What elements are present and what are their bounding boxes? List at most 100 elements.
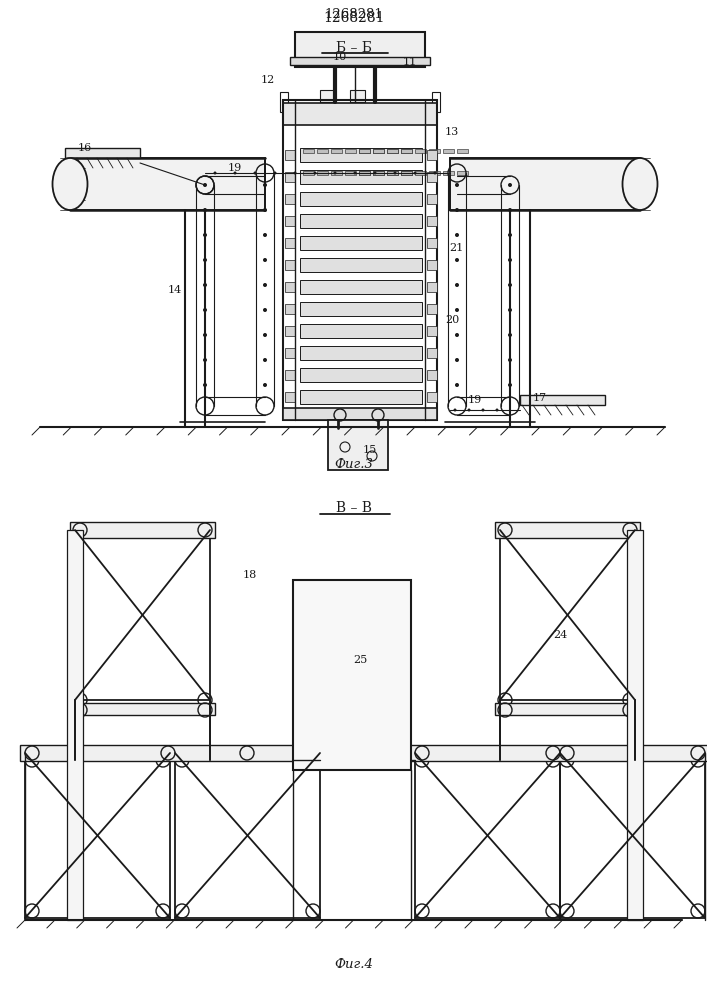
Bar xyxy=(359,149,370,153)
Text: 19: 19 xyxy=(228,163,242,173)
Circle shape xyxy=(467,408,470,412)
Bar xyxy=(283,103,437,125)
Text: 1268281: 1268281 xyxy=(323,11,385,25)
Circle shape xyxy=(508,258,512,262)
Bar xyxy=(285,304,295,314)
Bar xyxy=(373,171,384,175)
Bar xyxy=(20,745,325,761)
Bar xyxy=(25,753,170,918)
Bar xyxy=(303,149,314,153)
Circle shape xyxy=(263,283,267,287)
Bar xyxy=(429,171,440,175)
Circle shape xyxy=(263,258,267,262)
Bar xyxy=(283,408,437,420)
Ellipse shape xyxy=(622,158,658,210)
Bar xyxy=(401,149,412,153)
Bar xyxy=(427,348,437,358)
Bar xyxy=(495,522,640,538)
Circle shape xyxy=(433,172,436,174)
Bar xyxy=(300,258,422,272)
Circle shape xyxy=(263,358,267,362)
Text: 13: 13 xyxy=(445,127,459,137)
Bar xyxy=(427,150,437,160)
Circle shape xyxy=(254,172,257,174)
Bar xyxy=(300,324,422,338)
Bar xyxy=(457,149,468,153)
Bar xyxy=(495,703,640,715)
Text: Б – Б: Б – Б xyxy=(336,41,372,55)
Text: Фиг.4: Фиг.4 xyxy=(334,958,373,972)
Bar xyxy=(317,171,328,175)
Circle shape xyxy=(455,258,459,262)
Bar xyxy=(293,580,411,770)
Text: 12: 12 xyxy=(261,75,275,85)
Bar xyxy=(285,370,295,380)
Circle shape xyxy=(203,383,207,387)
Bar xyxy=(70,703,215,715)
Bar xyxy=(317,149,328,153)
Bar xyxy=(70,522,215,538)
Bar xyxy=(300,368,422,382)
Text: 14: 14 xyxy=(168,285,182,295)
Text: Фиг.3: Фиг.3 xyxy=(334,458,373,472)
Bar xyxy=(520,395,605,405)
Bar xyxy=(331,171,342,175)
Bar xyxy=(359,149,370,153)
Bar xyxy=(67,530,83,920)
Bar xyxy=(331,149,342,153)
Bar xyxy=(328,420,388,470)
Circle shape xyxy=(455,283,459,287)
Bar xyxy=(285,216,295,226)
Text: 21: 21 xyxy=(449,243,463,253)
Bar xyxy=(300,148,422,162)
Text: 17: 17 xyxy=(533,393,547,403)
Text: 20: 20 xyxy=(445,315,459,325)
Bar xyxy=(290,57,430,65)
Circle shape xyxy=(203,183,207,187)
Bar xyxy=(427,304,437,314)
Bar xyxy=(429,149,440,153)
Text: 11: 11 xyxy=(403,57,417,67)
Bar xyxy=(387,149,398,153)
Bar xyxy=(300,280,422,294)
Circle shape xyxy=(455,183,459,187)
Circle shape xyxy=(508,208,512,212)
Bar xyxy=(387,171,398,175)
Text: 10: 10 xyxy=(333,52,347,62)
Bar xyxy=(427,282,437,292)
Bar xyxy=(373,149,384,153)
Circle shape xyxy=(455,333,459,337)
Text: 19: 19 xyxy=(468,395,482,405)
Bar xyxy=(427,260,437,270)
Circle shape xyxy=(508,358,512,362)
Text: 24: 24 xyxy=(553,630,567,640)
Circle shape xyxy=(455,208,459,212)
Circle shape xyxy=(455,358,459,362)
Circle shape xyxy=(394,172,397,174)
Text: 18: 18 xyxy=(243,570,257,580)
Bar xyxy=(427,392,437,402)
Bar xyxy=(285,282,295,292)
Bar xyxy=(415,149,426,153)
Circle shape xyxy=(274,172,276,174)
Bar xyxy=(457,171,468,175)
Bar xyxy=(443,171,454,175)
Bar xyxy=(373,171,384,175)
Circle shape xyxy=(508,333,512,337)
Bar xyxy=(285,150,295,160)
Circle shape xyxy=(496,408,498,412)
Bar xyxy=(285,326,295,336)
Bar xyxy=(300,236,422,250)
Bar xyxy=(560,753,705,918)
Bar xyxy=(500,530,635,700)
Bar xyxy=(300,214,422,228)
Ellipse shape xyxy=(52,158,88,210)
Text: В – В: В – В xyxy=(336,501,372,515)
Circle shape xyxy=(354,172,356,174)
Bar xyxy=(427,238,437,248)
Bar xyxy=(359,171,370,175)
Circle shape xyxy=(508,308,512,312)
Circle shape xyxy=(263,208,267,212)
Bar xyxy=(627,530,643,920)
Bar xyxy=(300,170,422,184)
